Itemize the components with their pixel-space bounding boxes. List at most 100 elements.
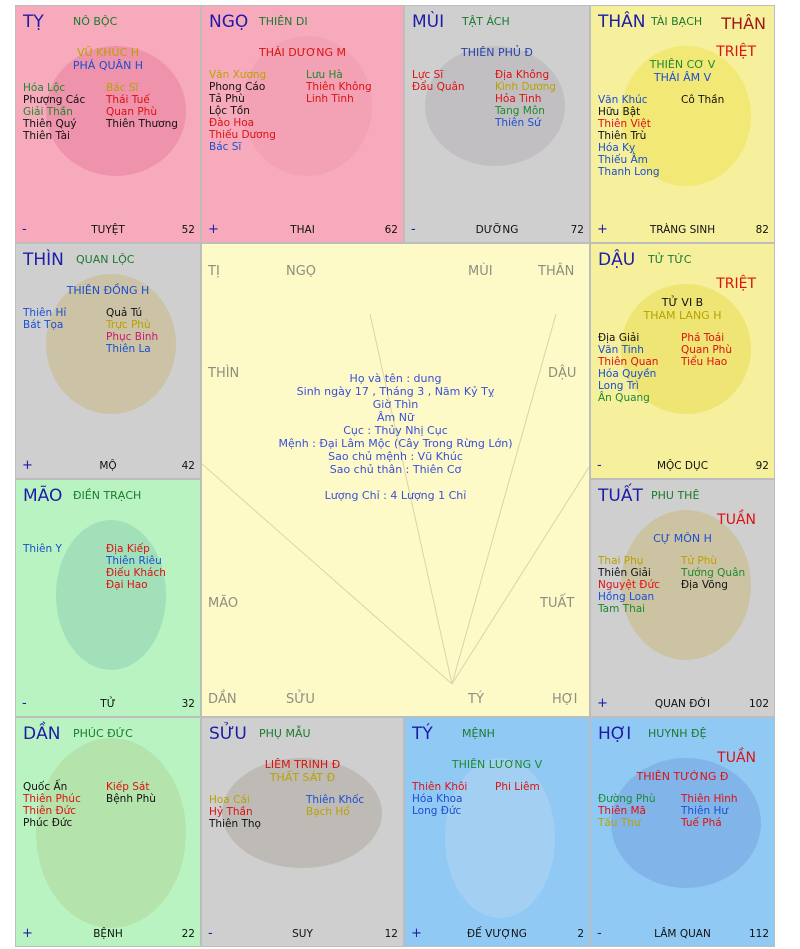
label-ty2: TÝ — [468, 692, 484, 707]
palace-than: THÂN TÀI BẠCH THÂN TRIỆT THIÊN CƠ V THÁI ÂM V… — [590, 5, 775, 243]
decade-age: 52 — [181, 224, 195, 236]
minor-star: Thiên Việt — [598, 118, 651, 130]
minor-star: Thiên Tài — [23, 130, 70, 142]
minor-stars-right: Phá Toái Quan Phù Tiểu Hao — [681, 332, 732, 368]
main-stars: THIÊN CƠ V THÁI ÂM V — [591, 58, 774, 84]
minor-star: Trực Phù — [106, 319, 151, 331]
tiger-art — [36, 738, 186, 928]
minor-star: Bạch Hổ — [306, 806, 350, 818]
center-lines — [202, 313, 589, 685]
personal-info: Họ và tên : dung Sinh ngày 17 , Tháng 3 … — [202, 372, 589, 502]
rooster-art — [621, 284, 751, 414]
polarity-sign: + — [411, 926, 422, 941]
minor-stars-right: Bác Sĩ Thái Tuế Quan Phù Thiên Thương — [106, 82, 178, 130]
minor-star: Văn Tinh — [598, 344, 644, 356]
palace-dan: DẦN PHÚC ĐỨC Quốc Ấn Thiên Phúc Thiên Đức Phú… — [15, 717, 201, 947]
life-stage: TUYỆT — [91, 224, 125, 236]
minor-stars-right: Địa Kiếp Thiên Riêu Điếu Khách Đại Hao — [106, 543, 166, 591]
minor-star: Phượng Các — [23, 94, 86, 106]
palace-title: PHỤ MẪU — [259, 727, 311, 740]
minor-star: Phi Liêm — [495, 781, 540, 793]
label-dan: DẦN — [208, 692, 237, 707]
rat-art — [445, 758, 555, 918]
minor-stars-right: Phi Liêm — [495, 781, 540, 793]
minor-star: Hữu Bật — [598, 106, 641, 118]
palace-title: NÔ BỘC — [73, 15, 118, 28]
decade-age: 92 — [755, 460, 769, 472]
decade-age: 42 — [181, 460, 195, 472]
main-stars: TỬ VI B THAM LANG H — [591, 296, 774, 322]
label-dau: DẬU — [548, 366, 577, 381]
minor-stars-right: Địa Không Kình Dương Hỏa Tinh Tang Môn Thiên… — [495, 69, 556, 129]
main-star: TỬ VI B — [661, 296, 704, 309]
minor-star: Quốc Ấn — [23, 781, 68, 793]
main-star: PHÁ QUÂN H — [72, 59, 144, 72]
minor-star: Phục Binh — [106, 331, 159, 343]
cat-art — [56, 520, 166, 670]
minor-star: Tam Thai — [598, 603, 646, 615]
palace-title: PHU THÊ — [651, 489, 700, 502]
palace-branch-name: NGỌ — [209, 12, 249, 32]
main-stars: THIÊN PHỦ Đ — [405, 46, 589, 59]
decade-age: 112 — [748, 928, 769, 940]
life-stage: MỘC DỤC — [656, 460, 709, 472]
main-star: THIÊN ĐỒNG H — [66, 284, 150, 297]
info-line: Họ và tên : dung — [349, 372, 442, 385]
main-star: THIÊN LƯƠNG V — [451, 758, 543, 771]
decade-age: 22 — [181, 928, 195, 940]
minor-stars-left: Thiên Y — [23, 543, 62, 555]
decade-age: 82 — [755, 224, 769, 236]
polarity-sign: + — [597, 222, 608, 237]
polarity-sign: + — [597, 696, 608, 711]
palace-title: MỆNH — [462, 727, 495, 740]
main-star: THÁI DƯƠNG M — [259, 46, 346, 59]
main-star: THAM LANG H — [643, 309, 722, 322]
decade-age: 12 — [384, 928, 398, 940]
palace-branch-name: THÂN — [598, 12, 646, 32]
minor-stars-left: Thai Phụ Thiên Giải Nguyệt Đức Hồng Loan Tam… — [598, 555, 660, 615]
palace-branch-name: HỢI — [598, 724, 632, 744]
minor-stars-left: Lực Sĩ Đẩu Quân — [412, 69, 465, 93]
info-line: Sao chủ mệnh : Vũ Khúc — [328, 450, 463, 463]
marker-label: TRIỆT — [716, 276, 756, 292]
minor-star: Đào Hoa — [209, 117, 255, 129]
decade-age: 2 — [577, 928, 584, 940]
palace-ty: TỴ NÔ BỘC VŨ KHÚC H PHÁ QUÂN H Hóa Lộc Phượng… — [15, 5, 201, 243]
label-ngo: NGỌ — [286, 264, 317, 279]
polarity-sign: - — [208, 926, 213, 941]
palace-branch-name: TỴ — [23, 12, 44, 32]
minor-star: Phong Cáo — [209, 81, 266, 93]
center-panel: TỊ NGỌ MÙI THÂN THÌN DẬU MÃO TUẤT DẦN SỬ… — [201, 243, 590, 717]
info-line: Sinh ngày 17 , Tháng 3 , Năm Kỷ Tỵ — [296, 385, 495, 398]
minor-star: Bác Sĩ — [209, 141, 242, 153]
palace-ty2: TÝ MỆNH THIÊN LƯƠNG V Thiên Khôi Hóa Khoa Lon… — [404, 717, 590, 947]
minor-star: Đẩu Quân — [412, 81, 465, 93]
minor-star: Linh Tinh — [306, 93, 354, 105]
main-stars: THIÊN TƯỚNG Đ — [591, 770, 774, 783]
minor-star: Bệnh Phù — [106, 793, 156, 805]
minor-star: Hóa Kỵ — [598, 142, 636, 154]
polarity-sign: - — [597, 926, 602, 941]
label-mui: MÙI — [468, 264, 493, 279]
decade-age: 62 — [384, 224, 398, 236]
minor-star: Hỏa Tinh — [495, 93, 542, 105]
info-line: Cục : Thủy Nhị Cục — [343, 424, 448, 437]
dragon-art — [46, 46, 186, 176]
minor-stars-left: Thiên Hỉ Bát Tọa — [23, 307, 66, 331]
minor-stars-right: Thiên Hình Thiên Hư Tuế Phá — [681, 793, 738, 829]
minor-star: Đại Hao — [106, 579, 148, 591]
minor-star: Hoa Cái — [209, 794, 250, 806]
main-star: CỰ MÔN H — [653, 532, 712, 545]
minor-star: Thái Tuế — [106, 94, 150, 106]
minor-star: Thiên Hình — [681, 793, 738, 805]
life-stage: MỘ — [99, 460, 117, 472]
minor-star: Thai Phụ — [598, 555, 644, 567]
minor-stars-left: Thiên Khôi Hóa Khoa Long Đức — [412, 781, 467, 817]
palace-mao: MÃO ĐIỀN TRẠCH Thiên Y Địa Kiếp Thiên Riêu Đi… — [15, 479, 201, 717]
life-stage: ĐẾ VƯỢNG — [467, 928, 527, 940]
minor-star: Ân Quang — [598, 392, 650, 404]
palace-title: PHÚC ĐỨC — [73, 727, 133, 740]
minor-star: Long Trì — [598, 380, 639, 392]
info-line: Âm Nữ — [377, 411, 414, 424]
minor-star: Thiên Quan — [598, 356, 659, 368]
